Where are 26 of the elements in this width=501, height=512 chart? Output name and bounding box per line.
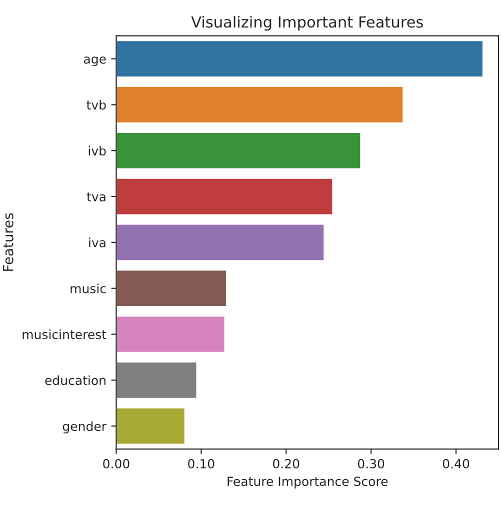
bar [116,177,334,216]
chart-title: Visualizing Important Features [191,16,423,31]
y-tick-label: ivb [88,146,106,156]
x-tick-label: 0.40 [442,458,470,468]
bar [116,407,186,446]
bar [116,315,226,354]
x-tick-label: 0.10 [188,458,214,468]
y-tick-label: gender [62,421,107,434]
x-tick-label: 0.30 [358,458,384,468]
bar [116,86,404,124]
y-axis-title: Features [3,213,14,271]
y-tick-label: education [45,375,106,386]
y-tick-label: iva [89,238,106,248]
bar [116,223,326,262]
x-axis-title: Feature Importance Score [228,476,388,488]
y-tick-label: musicinterest [22,330,106,340]
bar [116,40,484,78]
x-tick-label: 0.00 [103,458,130,468]
y-tick-label: age [84,56,106,66]
y-tick-label: tvb [86,100,106,110]
x-tick-label: 0.20 [273,458,300,468]
y-tick-label: music [70,284,106,294]
y-tick-label: tva [86,192,106,202]
bar [116,269,228,308]
bar [116,132,362,170]
bar [116,361,198,400]
